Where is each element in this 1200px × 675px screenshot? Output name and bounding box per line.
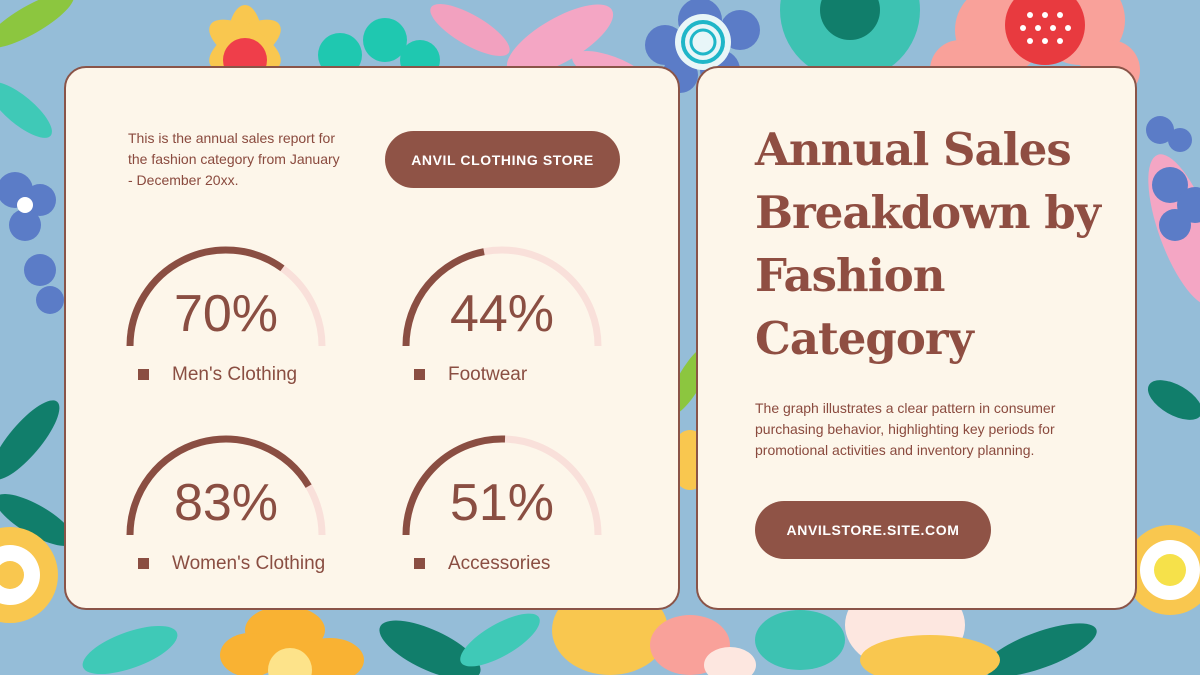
gauge-value: 83% xyxy=(173,474,279,532)
gauge-arc xyxy=(402,246,602,347)
gauge-arc xyxy=(126,435,326,536)
gauge-value: 51% xyxy=(449,474,555,532)
gauge-label: Footwear xyxy=(448,364,528,385)
gauge-fill xyxy=(402,248,485,347)
gauge-label: Women's Clothing xyxy=(172,553,326,574)
intro-text: This is the annual sales report for the … xyxy=(128,130,340,188)
gauge-value: 70% xyxy=(173,285,279,343)
legend-square xyxy=(414,369,425,380)
gauge-value: 44% xyxy=(449,285,555,343)
gauge-label: Men's Clothing xyxy=(172,364,298,385)
legend-square xyxy=(414,558,425,569)
gauge-arc xyxy=(402,435,602,536)
gauge-accessories: 51% Accessories xyxy=(402,435,602,595)
gauge-fill xyxy=(402,435,506,536)
description-text: The graph illustrates a clear pattern in… xyxy=(755,400,1056,458)
website-button[interactable]: ANVILSTORE.SITE.COM xyxy=(755,501,991,559)
gauge-mens-clothing: 70% Men's Clothing xyxy=(126,246,326,406)
gauge-arc xyxy=(126,246,326,347)
gauge-footwear: 44% Footwear xyxy=(402,246,602,406)
gauge-fill xyxy=(126,435,312,536)
legend-square xyxy=(138,369,149,380)
title-card: Annual Sales Breakdown by Fashion Catego… xyxy=(696,66,1137,610)
sales-card: This is the annual sales report for the … xyxy=(64,66,680,610)
gauge-womens-clothing: 83% Women's Clothing xyxy=(126,435,326,595)
store-name-button[interactable]: ANVIL CLOTHING STORE xyxy=(385,131,620,188)
legend-square xyxy=(138,558,149,569)
gauge-label: Accessories xyxy=(448,553,551,574)
gauge-fill xyxy=(126,246,285,347)
page-title: Annual Sales Breakdown by Fashion Catego… xyxy=(755,123,1101,365)
